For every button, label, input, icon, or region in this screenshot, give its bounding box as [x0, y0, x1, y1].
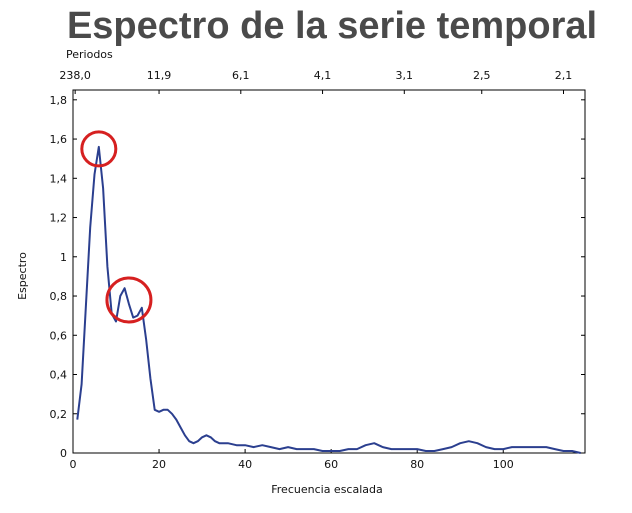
- top-tick-label: 4,1: [314, 69, 332, 82]
- x-tick-label: 20: [152, 458, 166, 471]
- y-tick-label: 0: [60, 447, 67, 460]
- y-tick-label: 1,2: [50, 212, 68, 225]
- top-tick-label: 238,0: [59, 69, 91, 82]
- y-tick-label: 1: [60, 251, 67, 264]
- top-tick-label: 2,1: [555, 69, 573, 82]
- x-tick-label: 40: [238, 458, 252, 471]
- y-axis-label: Espectro: [16, 252, 29, 300]
- top-tick-label: 2,5: [473, 69, 491, 82]
- x-tick-label: 60: [324, 458, 338, 471]
- x-axis-label: Frecuencia escalada: [271, 483, 382, 496]
- peak-highlight-circle: [80, 130, 118, 168]
- y-tick-label: 0,2: [50, 408, 68, 421]
- x-tick-label: 80: [410, 458, 424, 471]
- chart-title: Espectro de la serie temporal: [67, 5, 597, 47]
- x-tick-label: 100: [493, 458, 514, 471]
- x-tick-label: 0: [70, 458, 77, 471]
- y-tick-label: 0,8: [50, 290, 68, 303]
- top-tick-label: 6,1: [232, 69, 250, 82]
- peak-highlight-circle: [105, 276, 153, 324]
- y-tick-label: 1,4: [50, 172, 68, 185]
- plot-frame: [72, 89, 586, 454]
- y-tick-label: 0,6: [50, 329, 68, 342]
- y-tick-label: 1,8: [50, 94, 68, 107]
- spectrum-line: [76, 145, 581, 454]
- top-tick-label: 11,9: [147, 69, 172, 82]
- y-tick-label: 1,6: [50, 133, 68, 146]
- top-axis-label: Periodos: [66, 48, 113, 61]
- y-tick-label: 0,4: [50, 369, 68, 382]
- top-tick-label: 3,1: [396, 69, 414, 82]
